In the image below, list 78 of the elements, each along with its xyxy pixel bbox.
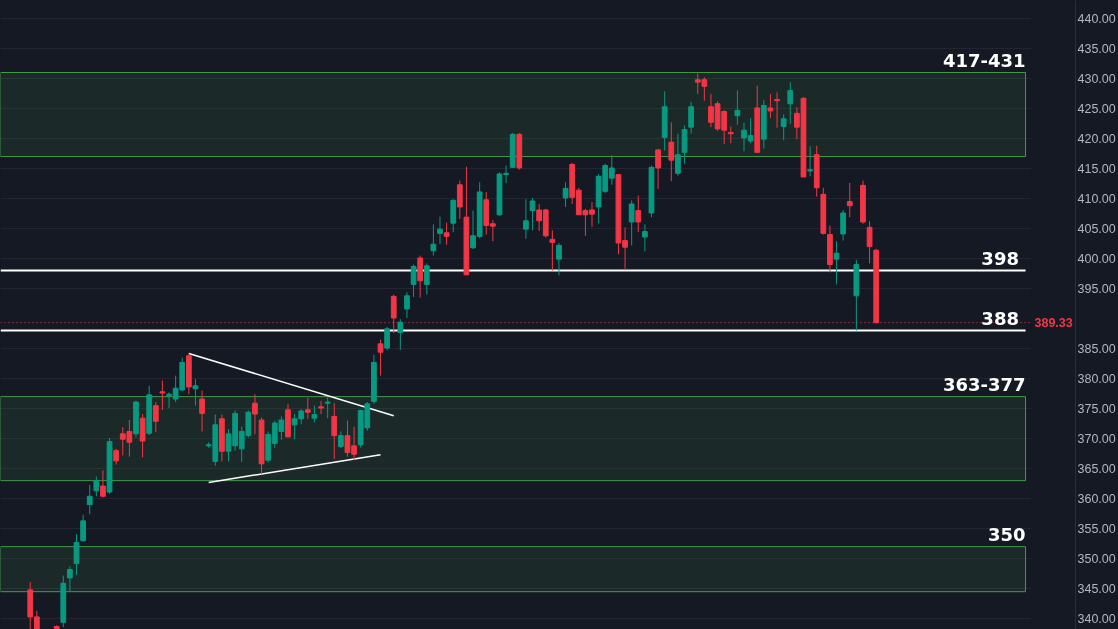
candlestick (840, 209, 847, 242)
candlestick (67, 565, 73, 592)
candlestick (139, 413, 146, 458)
y-tick-label: 350.00 (1077, 552, 1116, 567)
candlestick (642, 223, 648, 252)
candlestick (734, 90, 741, 126)
candlestick (668, 121, 675, 182)
candlestick (331, 402, 338, 460)
candlestick (192, 378, 199, 407)
candlestick (80, 514, 86, 543)
ref-line-label: 389.33 (1034, 316, 1073, 331)
band-label: 363-377 (942, 373, 1026, 395)
y-tick-label: 430.00 (1077, 72, 1116, 87)
candlestick (443, 222, 450, 246)
candlestick (252, 393, 258, 435)
candlestick (866, 220, 873, 264)
y-tick-label: 425.00 (1077, 102, 1116, 117)
candlestick (390, 294, 397, 334)
candlestick (681, 124, 688, 165)
candlestick (767, 93, 774, 119)
candlestick (450, 198, 457, 233)
band-label: 350 (987, 523, 1026, 545)
candlestick (787, 81, 794, 125)
candlestick (675, 133, 681, 177)
y-tick-label: 435.00 (1077, 42, 1116, 57)
candlestick (324, 396, 331, 419)
y-tick-label: 420.00 (1077, 132, 1116, 147)
candlestick (655, 148, 661, 190)
y-tick-label: 405.00 (1077, 222, 1116, 237)
y-tick-label: 385.00 (1077, 342, 1116, 357)
candlestick (833, 240, 840, 285)
candlestick (404, 291, 410, 319)
candlestick (529, 197, 536, 231)
y-tick-label: 360.00 (1077, 492, 1116, 507)
candlestick (304, 397, 311, 420)
ref-line-label: 388 (981, 307, 1019, 329)
band-label: 417-431 (942, 49, 1026, 71)
y-tick-label: 355.00 (1077, 522, 1116, 537)
candlestick (688, 101, 695, 135)
candlestick (628, 199, 635, 246)
candlestick (377, 339, 384, 377)
candlestick (430, 223, 437, 257)
candlestick (437, 216, 443, 245)
y-tick-label: 380.00 (1077, 372, 1116, 387)
candlestick (523, 198, 529, 240)
candlestick (384, 326, 390, 351)
candlestick (423, 262, 430, 296)
y-tick-label: 395.00 (1077, 282, 1116, 297)
candlestick (397, 318, 404, 351)
candlestick (417, 255, 424, 299)
ref-line-label: 398 (981, 247, 1019, 269)
candlestick (780, 114, 787, 141)
y-tick-label: 370.00 (1077, 432, 1116, 447)
candlestick (100, 469, 106, 498)
candlestick (93, 475, 100, 497)
y-tick-label: 340.00 (1077, 612, 1116, 627)
candlestick (456, 180, 463, 220)
candlestick (774, 91, 780, 129)
candlestick (846, 182, 853, 218)
candlestick (159, 379, 166, 411)
y-tick-label: 415.00 (1077, 162, 1116, 177)
y-tick-label: 345.00 (1077, 582, 1116, 597)
candlestick (410, 264, 417, 298)
candlestick (562, 181, 569, 208)
candlestick (73, 533, 80, 576)
candlestick (318, 400, 324, 415)
candlestick (199, 390, 205, 432)
candlestick (549, 229, 556, 272)
y-tick-label: 410.00 (1077, 192, 1116, 207)
y-tick-label: 365.00 (1077, 462, 1116, 477)
y-tick-label: 440.00 (1077, 12, 1116, 27)
candlestick (807, 145, 813, 177)
y-tick-label: 400.00 (1077, 252, 1116, 267)
candlestick (556, 242, 562, 276)
candlestick (86, 484, 93, 515)
candlestick (635, 195, 642, 233)
y-tick-label: 375.00 (1077, 402, 1116, 417)
candlestick (152, 401, 159, 433)
